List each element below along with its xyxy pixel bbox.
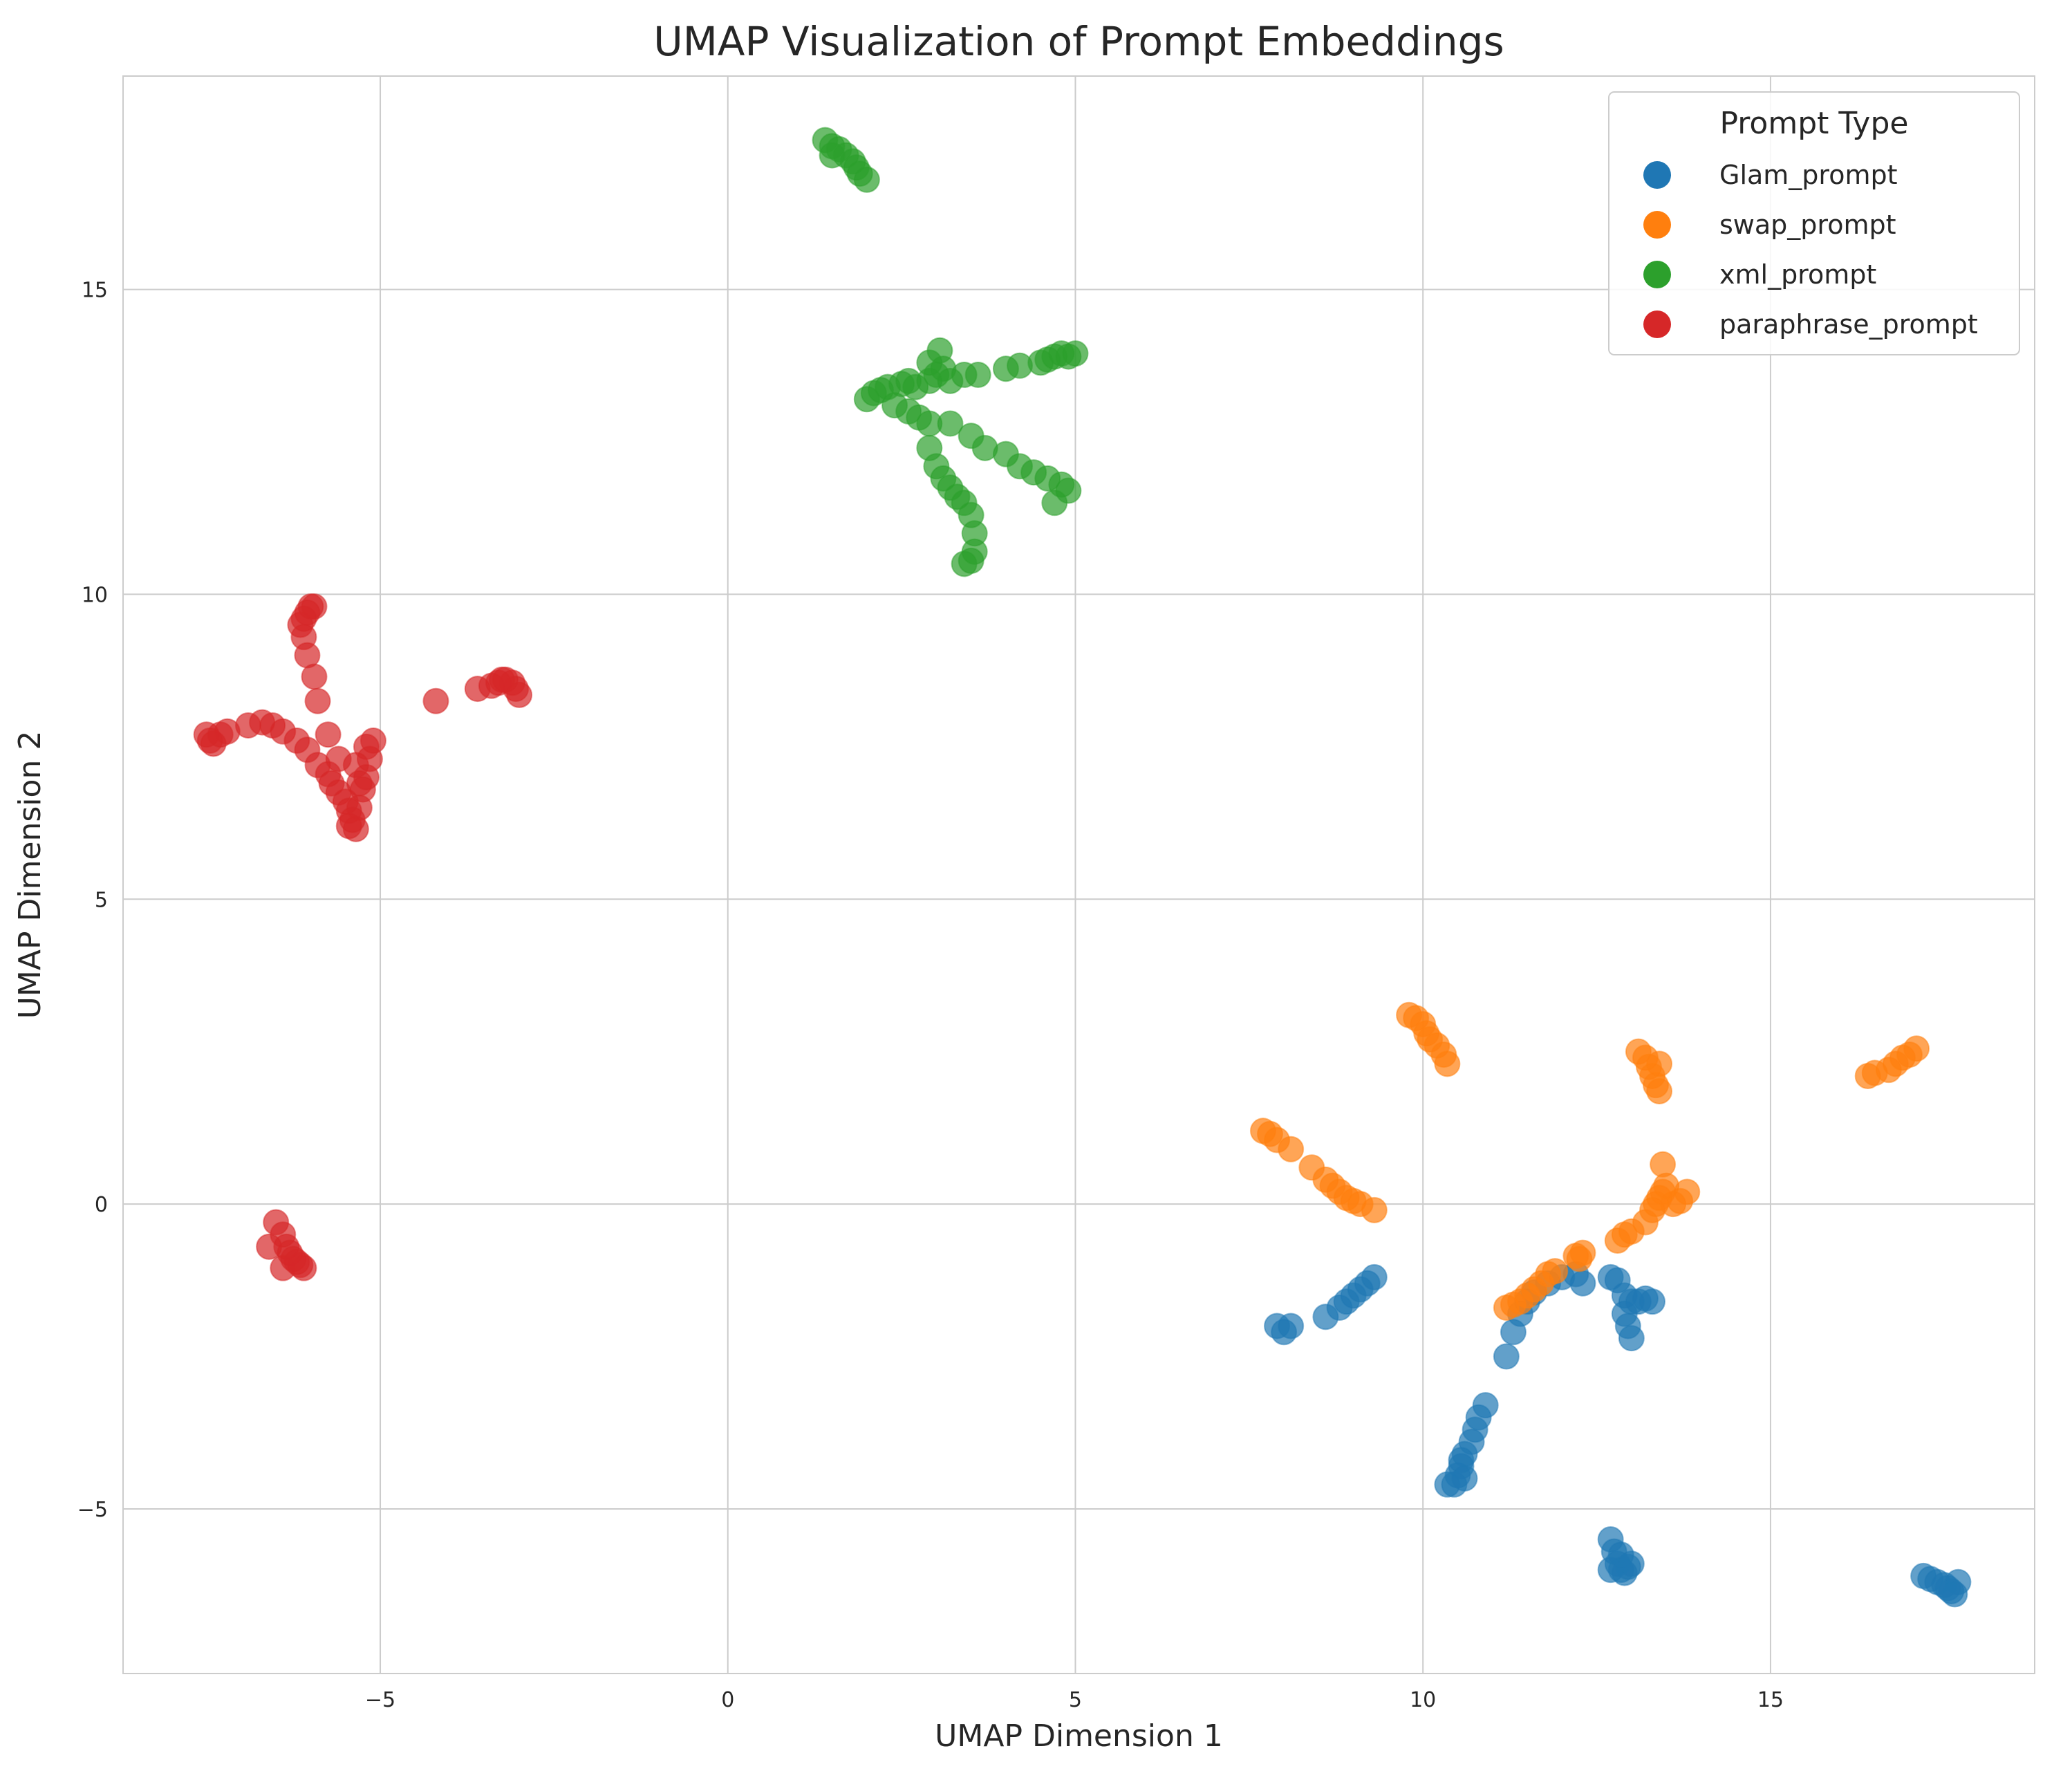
x-axis-label: UMAP Dimension 1	[935, 1718, 1223, 1754]
data-point	[1062, 340, 1089, 367]
y-axis-label: UMAP Dimension 2	[12, 731, 48, 1019]
data-point	[1542, 1258, 1569, 1285]
x-tick-label: −5	[365, 1688, 395, 1712]
legend-item: swap_prompt	[1643, 210, 1896, 240]
data-point	[256, 1233, 283, 1260]
data-point	[1607, 1541, 1634, 1568]
data-point	[346, 770, 373, 797]
data-point	[853, 166, 880, 193]
legend-marker	[1643, 161, 1671, 189]
y-tick-label: 0	[95, 1193, 108, 1217]
data-point	[301, 593, 328, 620]
data-point	[1674, 1178, 1701, 1205]
data-point	[1361, 1196, 1388, 1223]
data-point	[819, 142, 846, 169]
data-point	[1618, 1325, 1645, 1352]
x-tick-label: 5	[1069, 1688, 1082, 1712]
y-tick-label: 10	[82, 583, 108, 607]
data-point	[1493, 1343, 1520, 1370]
plot-frame	[122, 75, 2035, 1674]
series-xml_prompt	[812, 127, 1089, 577]
data-point	[1646, 1050, 1673, 1077]
series-paraphrase_prompt	[193, 593, 533, 1281]
data-point	[325, 745, 352, 772]
series-Glam_prompt	[1264, 1261, 1972, 1608]
data-point	[1903, 1035, 1930, 1062]
legend-marker	[1643, 211, 1671, 239]
data-point	[951, 550, 978, 577]
legend-title: Prompt Type	[1720, 106, 1909, 141]
legend-label: swap_prompt	[1719, 210, 1896, 240]
x-tick-label: 0	[721, 1688, 734, 1712]
legend-item: xml_prompt	[1643, 259, 1876, 290]
x-tick-label: 15	[1757, 1688, 1784, 1712]
y-tick-label: −5	[77, 1498, 108, 1522]
scatter-points	[193, 127, 1972, 1608]
data-point	[506, 681, 533, 708]
legend-label: Glam_prompt	[1719, 160, 1898, 190]
data-point	[1650, 1151, 1677, 1178]
data-point	[1569, 1270, 1596, 1297]
legend-box	[1608, 91, 2020, 355]
chart-title: UMAP Visualization of Prompt Embeddings	[653, 18, 1504, 65]
data-point	[1434, 1050, 1461, 1077]
legend-marker	[1643, 261, 1671, 288]
data-point	[1041, 490, 1068, 517]
legend-label: paraphrase_prompt	[1719, 309, 1978, 340]
data-point	[1361, 1263, 1388, 1290]
data-point	[1646, 1077, 1673, 1104]
data-point	[1639, 1288, 1665, 1315]
data-point	[937, 410, 964, 437]
data-point	[1448, 1447, 1475, 1474]
data-point	[964, 362, 991, 389]
y-tick-label: 5	[95, 888, 108, 912]
data-point	[926, 337, 953, 364]
series-swap_prompt	[1249, 1001, 1930, 1321]
data-point	[304, 687, 331, 714]
data-point	[1278, 1313, 1305, 1340]
data-point	[315, 721, 342, 748]
data-point	[488, 666, 515, 693]
data-point	[422, 687, 449, 714]
x-tick-label: 10	[1410, 1688, 1436, 1712]
legend-marker	[1643, 310, 1671, 338]
data-point	[1941, 1581, 1968, 1608]
legend-item: paraphrase_prompt	[1643, 309, 1978, 340]
legend: Prompt Type Glam_prompt swap_prompt xml_pr…	[1608, 91, 2020, 355]
legend-items: Glam_prompt swap_prompt xml_prompt paraphra…	[1643, 160, 1978, 340]
legend-item: Glam_prompt	[1643, 160, 1898, 190]
legend-label: xml_prompt	[1719, 259, 1876, 290]
y-tick-label: 15	[82, 279, 108, 303]
data-point	[301, 663, 328, 690]
tick-labels: −5 0 5 10 15 −5 0 5 10 15	[77, 279, 1784, 1712]
data-point	[270, 1254, 297, 1281]
data-point	[1278, 1135, 1305, 1162]
data-point	[1566, 1245, 1593, 1272]
